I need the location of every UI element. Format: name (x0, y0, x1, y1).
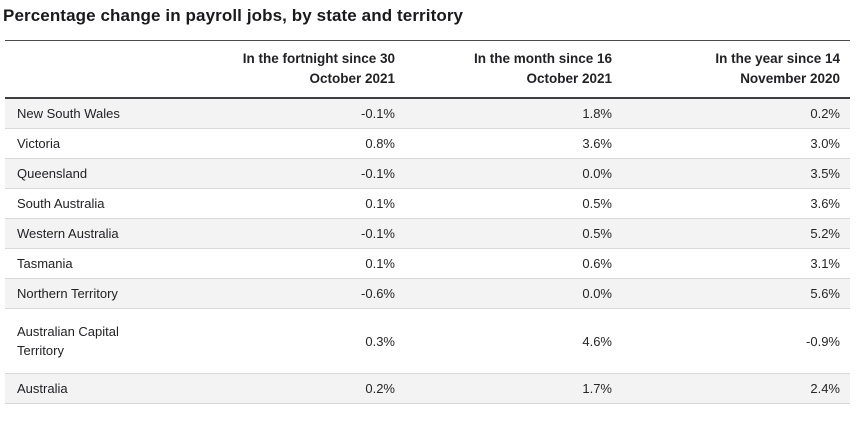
table-header: In the fortnight since 30 October 2021 I… (5, 40, 850, 99)
column-header-year: In the year since 14 November 2020 (622, 40, 850, 99)
cell-month: 0.0% (405, 278, 622, 309)
table-row-australian-capital-territory: Australian Capital Territory 0.3% 4.6% -… (5, 308, 850, 374)
cell-fortnight: 0.2% (175, 373, 405, 404)
column-header-line: October 2021 (309, 71, 395, 86)
cell-fortnight: -0.1% (175, 98, 405, 129)
table-row-victoria: Victoria 0.8% 3.6% 3.0% (5, 128, 850, 159)
row-label: Western Australia (5, 218, 175, 249)
row-label: South Australia (5, 188, 175, 219)
cell-fortnight: 0.3% (175, 308, 405, 374)
cell-month: 3.6% (405, 128, 622, 159)
row-label: Queensland (5, 158, 175, 189)
cell-year: 3.6% (622, 188, 850, 219)
row-label: Northern Territory (5, 278, 175, 309)
table-body: New South Wales -0.1% 1.8% 0.2% Victoria… (5, 98, 850, 404)
payroll-jobs-table: In the fortnight since 30 October 2021 I… (5, 40, 850, 404)
row-label: Tasmania (5, 248, 175, 279)
cell-fortnight: 0.1% (175, 188, 405, 219)
cell-month: 1.8% (405, 98, 622, 129)
cell-month: 0.6% (405, 248, 622, 279)
column-header-month: In the month since 16 October 2021 (405, 40, 622, 99)
payroll-jobs-table-page: Percentage change in payroll jobs, by st… (0, 6, 864, 423)
cell-year: 2.4% (622, 373, 850, 404)
row-label: Victoria (5, 128, 175, 159)
table-row-australia: Australia 0.2% 1.7% 2.4% (5, 373, 850, 404)
row-label: Australian Capital Territory (5, 308, 175, 374)
header-row: In the fortnight since 30 October 2021 I… (5, 40, 850, 99)
cell-fortnight: -0.6% (175, 278, 405, 309)
table-row-northern-territory: Northern Territory -0.6% 0.0% 5.6% (5, 278, 850, 309)
column-header-line: November 2020 (740, 71, 840, 86)
cell-month: 0.0% (405, 158, 622, 189)
row-label: New South Wales (5, 98, 175, 129)
cell-fortnight: -0.1% (175, 218, 405, 249)
column-header-fortnight: In the fortnight since 30 October 2021 (175, 40, 405, 99)
table-row-western-australia: Western Australia -0.1% 0.5% 5.2% (5, 218, 850, 249)
cell-year: 3.1% (622, 248, 850, 279)
cell-month: 4.6% (405, 308, 622, 374)
cell-month: 0.5% (405, 218, 622, 249)
table-row-new-south-wales: New South Wales -0.1% 1.8% 0.2% (5, 98, 850, 129)
cell-month: 1.7% (405, 373, 622, 404)
page-title: Percentage change in payroll jobs, by st… (3, 6, 464, 25)
column-header-line: In the fortnight since 30 (242, 51, 395, 66)
cell-fortnight: -0.1% (175, 158, 405, 189)
row-label: Australia (5, 373, 175, 404)
table-row-queensland: Queensland -0.1% 0.0% 3.5% (5, 158, 850, 189)
cell-fortnight: 0.8% (175, 128, 405, 159)
cell-fortnight: 0.1% (175, 248, 405, 279)
table-row-south-australia: South Australia 0.1% 0.5% 3.6% (5, 188, 850, 219)
column-header-line: October 2021 (526, 71, 612, 86)
cell-year: 0.2% (622, 98, 850, 129)
column-header-line: In the month since 16 (473, 51, 612, 66)
cell-month: 0.5% (405, 188, 622, 219)
state-column-header (5, 40, 175, 99)
column-header-line: In the year since 14 (715, 51, 840, 66)
cell-year: 5.2% (622, 218, 850, 249)
cell-year: 3.0% (622, 128, 850, 159)
cell-year: -0.9% (622, 308, 850, 374)
cell-year: 5.6% (622, 278, 850, 309)
table-row-tasmania: Tasmania 0.1% 0.6% 3.1% (5, 248, 850, 279)
cell-year: 3.5% (622, 158, 850, 189)
